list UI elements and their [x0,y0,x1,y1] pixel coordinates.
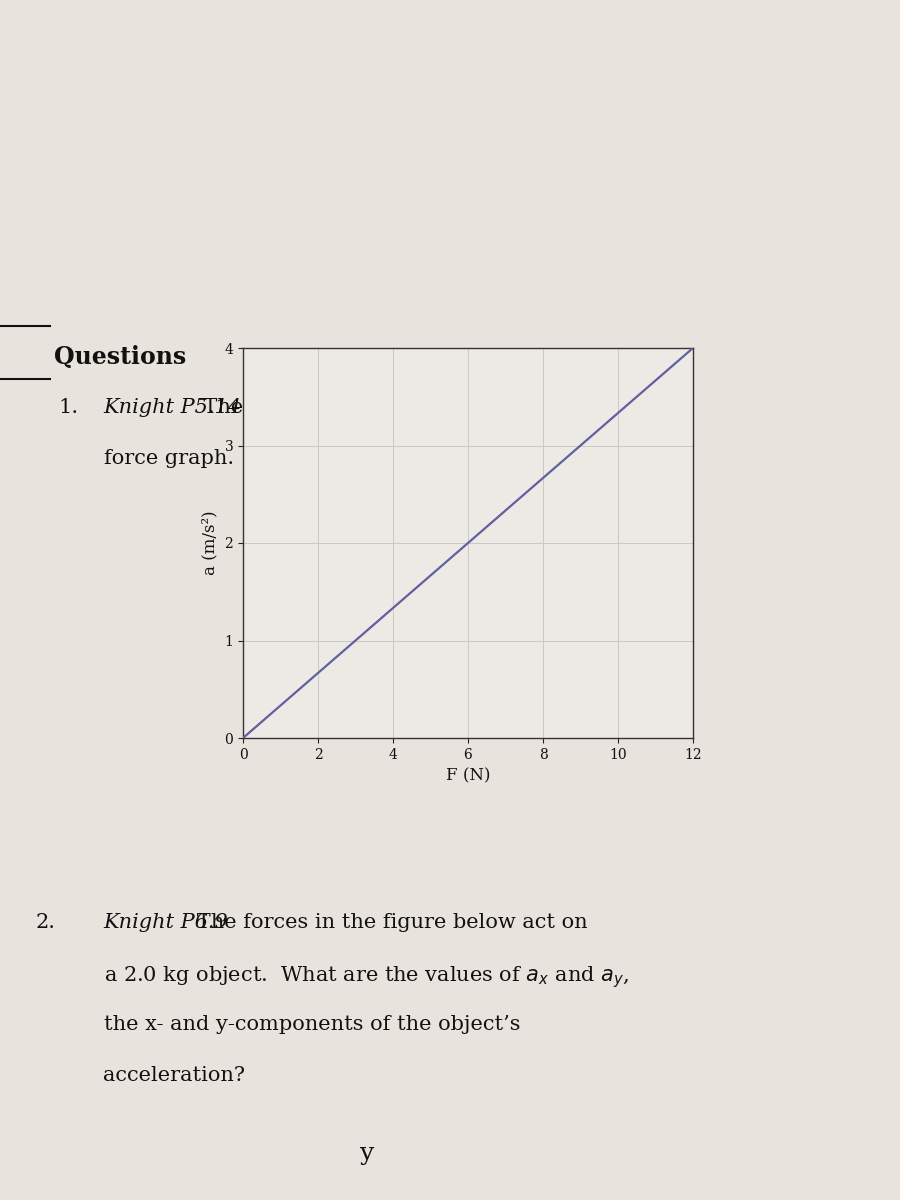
Y-axis label: a (m/s²): a (m/s²) [202,511,219,575]
Text: Questions: Questions [54,346,186,370]
Text: acceleration?: acceleration? [104,1066,246,1085]
Text: a 2.0 kg object.  What are the values of $a_x$ and $a_y$,: a 2.0 kg object. What are the values of … [104,965,628,990]
Text: The forces in the figure below act on: The forces in the figure below act on [104,913,587,932]
Text: y: y [360,1141,374,1164]
Text: The figure shows an acceleration vs: The figure shows an acceleration vs [104,398,584,418]
Text: 2.: 2. [36,913,56,932]
X-axis label: F (N): F (N) [446,767,491,785]
Text: 1.: 1. [58,398,78,418]
Text: Knight P6.9: Knight P6.9 [104,913,229,932]
Text: Knight P5.14: Knight P5.14 [104,398,241,418]
Text: the x- and y-components of the object’s: the x- and y-components of the object’s [104,1015,520,1034]
Text: force graph.  What is the object’s mass?: force graph. What is the object’s mass? [104,449,528,468]
